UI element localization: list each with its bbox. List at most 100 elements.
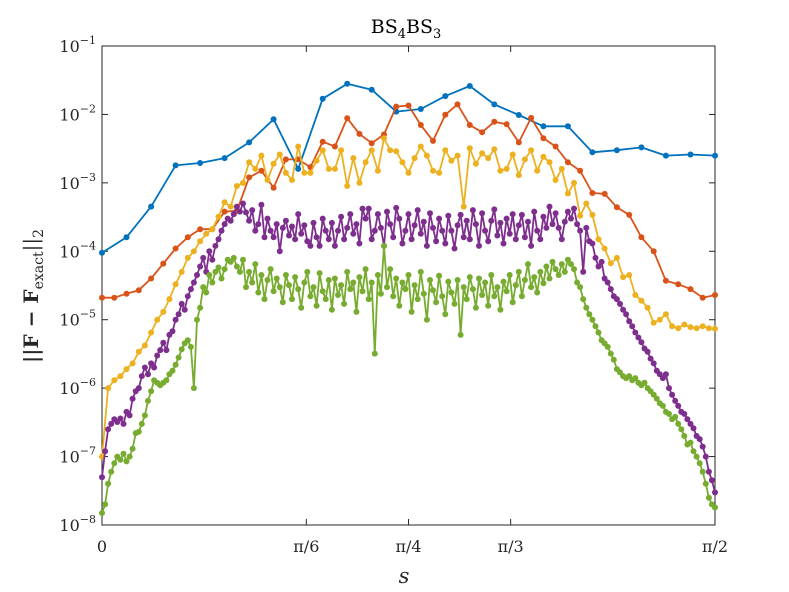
- data-point: [338, 282, 345, 289]
- data-point: [448, 289, 455, 296]
- data-point: [687, 439, 694, 446]
- data-point: [466, 145, 473, 152]
- data-point: [178, 268, 185, 275]
- data-point: [675, 281, 682, 288]
- x-axis-label: s: [399, 564, 410, 588]
- data-point: [448, 227, 455, 234]
- data-point: [632, 375, 639, 382]
- data-point: [488, 272, 495, 278]
- data-point: [341, 236, 348, 243]
- data-point: [135, 348, 142, 355]
- data-point: [129, 360, 136, 367]
- data-point: [374, 272, 381, 278]
- data-point: [181, 306, 188, 313]
- data-point: [393, 148, 400, 155]
- data-point: [350, 230, 357, 237]
- data-point: [264, 277, 271, 283]
- data-point: [638, 297, 645, 304]
- data-point: [463, 217, 470, 224]
- y-tick-label: 10−2: [59, 102, 96, 124]
- data-point: [298, 230, 305, 237]
- data-point: [276, 248, 283, 255]
- data-point: [310, 219, 317, 226]
- data-point: [356, 240, 363, 247]
- data-point: [589, 149, 596, 156]
- data-point: [135, 287, 142, 294]
- data-point: [236, 268, 243, 275]
- data-point: [338, 213, 345, 220]
- data-point: [292, 236, 299, 243]
- y-tick-label: 10−3: [59, 171, 96, 193]
- data-point: [494, 232, 501, 239]
- data-point: [564, 159, 571, 166]
- data-point: [282, 156, 289, 163]
- data-point: [601, 190, 608, 197]
- data-point: [243, 284, 249, 291]
- data-point: [111, 460, 118, 467]
- data-point: [200, 284, 207, 291]
- data-point: [528, 114, 535, 121]
- data-point: [304, 238, 311, 245]
- data-point: [240, 256, 246, 263]
- data-point: [187, 343, 194, 350]
- data-point: [583, 304, 590, 311]
- data-point: [233, 263, 240, 270]
- data-point: [292, 274, 299, 281]
- data-point: [377, 290, 384, 297]
- data-point: [184, 254, 191, 261]
- data-point: [592, 254, 599, 261]
- data-point: [362, 266, 369, 273]
- data-point: [479, 210, 486, 217]
- data-point: [344, 183, 351, 189]
- data-point: [420, 218, 427, 225]
- data-point: [148, 360, 155, 367]
- data-point: [436, 169, 443, 176]
- data-point: [427, 277, 433, 283]
- data-point: [540, 153, 547, 160]
- data-point: [500, 278, 507, 285]
- data-point: [436, 215, 443, 222]
- data-point: [120, 420, 127, 427]
- data-point: [506, 230, 513, 237]
- data-point: [289, 223, 295, 230]
- data-point: [258, 152, 265, 159]
- data-point: [221, 155, 228, 162]
- data-point: [187, 286, 194, 293]
- data-point: [362, 159, 369, 166]
- y-tick-label-base: 10: [59, 174, 79, 193]
- data-point: [506, 272, 513, 278]
- data-point: [620, 274, 627, 281]
- data-point: [209, 279, 216, 286]
- data-point: [678, 426, 685, 433]
- data-point: [368, 86, 375, 93]
- data-point: [393, 204, 400, 211]
- data-point: [325, 236, 332, 243]
- data-point: [712, 325, 718, 332]
- data-point: [525, 218, 531, 225]
- y-tick-label-exponent: −5: [80, 308, 96, 321]
- data-point: [123, 290, 130, 297]
- data-point: [252, 261, 259, 268]
- data-point: [558, 261, 565, 268]
- data-point: [420, 290, 427, 297]
- data-point: [289, 177, 295, 183]
- data-point: [331, 143, 338, 150]
- data-point: [601, 245, 608, 252]
- data-point: [626, 373, 633, 380]
- data-point: [613, 296, 620, 303]
- data-point: [564, 208, 571, 215]
- data-point: [301, 169, 308, 176]
- data-point: [712, 504, 718, 511]
- data-point: [328, 306, 335, 313]
- data-point: [123, 234, 130, 241]
- chart-title-part-2: BS: [406, 16, 433, 38]
- data-point: [365, 296, 372, 303]
- data-point: [690, 425, 697, 432]
- data-point: [693, 325, 700, 332]
- data-point: [151, 364, 158, 371]
- data-point: [632, 292, 639, 298]
- data-point: [460, 203, 467, 210]
- data-point: [423, 152, 430, 159]
- data-point: [589, 316, 596, 323]
